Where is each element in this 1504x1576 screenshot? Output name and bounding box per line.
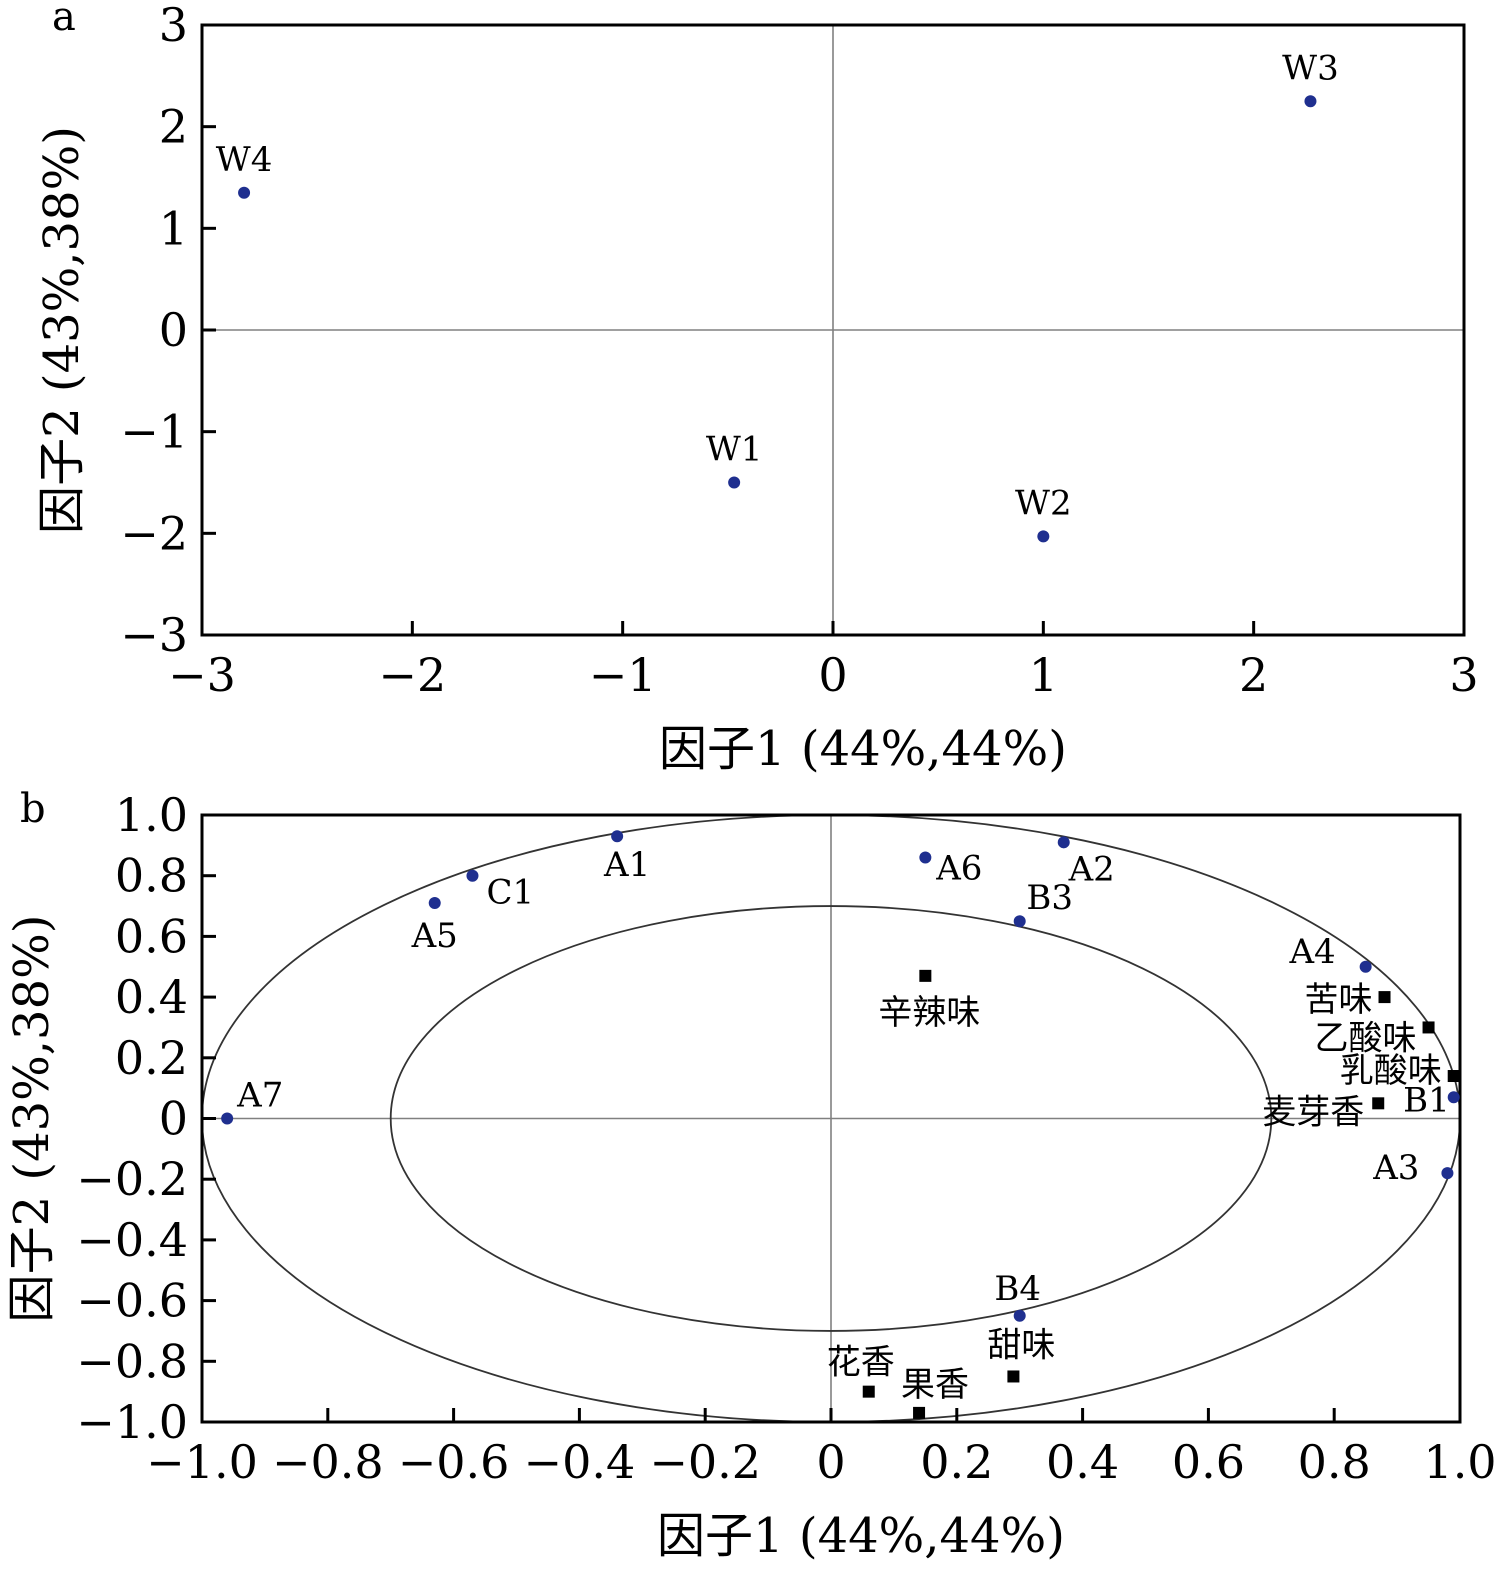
- panel-b-attribute-label: 果香: [901, 1365, 969, 1405]
- panel-a-point-label: W1: [706, 430, 763, 470]
- panel-b-point-label: A5: [411, 916, 458, 956]
- b-y-tick-label: 1.0: [115, 788, 188, 842]
- panel-a-point-w3: [1304, 95, 1317, 108]
- a-x-tick-label: −3: [168, 648, 236, 702]
- panel-b-point-a7: [221, 1112, 234, 1125]
- panel-b-attribute-label: 甜味: [987, 1325, 1055, 1365]
- panel-b-point-label: A6: [935, 848, 982, 888]
- panel-b-attribute-marker: [862, 1385, 875, 1398]
- panel-b-point-a5: [428, 897, 441, 910]
- a-x-tick-label: −2: [378, 648, 446, 702]
- panel-b-attribute-marker: [1372, 1097, 1385, 1110]
- panel-b-point-a4: [1359, 960, 1372, 973]
- b-y-tick-label: −0.8: [76, 1334, 188, 1388]
- b-y-tick-label: 0.2: [115, 1031, 188, 1085]
- a-x-tick-label: 3: [1449, 648, 1478, 702]
- panel-b-point-label: A1: [603, 845, 650, 885]
- b-y-tick-label: 0.8: [115, 849, 188, 903]
- panel-b-ticks: −1.0 −0.8 −0.6 −0.4 −0.2 0 0.2 0.4 0.6 0.8 1.01.00…: [76, 788, 1496, 1489]
- b-x-tick-label: −1.0: [146, 1435, 258, 1489]
- a-y-tick-label: 3: [159, 0, 188, 52]
- panel-a-point-w2: [1037, 530, 1050, 543]
- b-x-tick-label: 0.6: [1172, 1435, 1245, 1489]
- panel-b-attribute-label: 乙酸味: [1315, 1018, 1417, 1058]
- panel-b-point-label: C1: [486, 873, 534, 913]
- panel-b-y-axis-title: 因子2 (43%,38%): [4, 915, 60, 1323]
- panel-b-point-b1: [1447, 1091, 1460, 1104]
- panel-a-label: a: [52, 0, 76, 40]
- panel-a-x-axis-title: 因子1 (44%,44%): [659, 721, 1067, 777]
- panel-b-zero-lines: [202, 815, 1460, 1422]
- b-y-tick-label: −0.4: [76, 1213, 188, 1267]
- panel-a-point-label: W2: [1015, 483, 1072, 523]
- panel-b-point-label: A3: [1372, 1148, 1419, 1188]
- panel-b-attribute-label: 麦芽香: [1262, 1092, 1364, 1132]
- b-x-tick-label: 1.0: [1423, 1435, 1496, 1489]
- panel-b-attribute-marker: [1378, 991, 1391, 1004]
- panel-b-point-label: B1: [1403, 1080, 1450, 1120]
- panel-a-y-axis-title: 因子2 (43%,38%): [34, 126, 90, 534]
- panel-b-attribute-marker: [1422, 1021, 1435, 1034]
- panel-b-correlation-ellipse: [389, 905, 1273, 1332]
- b-x-tick-label: 0.8: [1298, 1435, 1371, 1489]
- panel-b-point-a6: [919, 851, 932, 864]
- b-y-tick-label: 0.6: [115, 909, 188, 963]
- panel-b-point-a2: [1057, 836, 1070, 849]
- b-y-tick-label: 0.4: [115, 970, 188, 1024]
- a-y-tick-label: 0: [159, 303, 188, 357]
- b-y-tick-label: 0: [159, 1092, 188, 1146]
- panel-b-label: b: [20, 786, 46, 832]
- panel-b-point-a1: [611, 830, 624, 843]
- panel-b-attribute-label: 苦味: [1305, 980, 1373, 1020]
- a-y-tick-label: −1: [120, 405, 188, 459]
- a-y-tick-label: 1: [159, 201, 188, 255]
- panel-b-point-label: B3: [1026, 878, 1073, 918]
- b-x-tick-label: −0.4: [524, 1435, 636, 1489]
- panel-b-x-axis-title: 因子1 (44%,44%): [657, 1508, 1065, 1564]
- panel-a-point-label: W4: [216, 140, 273, 180]
- b-y-tick-label: −1.0: [76, 1395, 188, 1449]
- panel-b-point-label: A7: [236, 1076, 283, 1116]
- panel-a-zero-lines: [202, 25, 1464, 635]
- panel-b-point-b4: [1013, 1309, 1026, 1322]
- panel-b-point-label: A4: [1288, 932, 1335, 972]
- panel-b-point-c1: [466, 869, 479, 882]
- panel-b-point-label: B4: [994, 1269, 1041, 1309]
- panel-b-point-a3: [1441, 1167, 1454, 1180]
- panel-a-point-label: W3: [1282, 48, 1339, 88]
- a-x-tick-label: 2: [1239, 648, 1268, 702]
- b-x-tick-label: −0.6: [398, 1435, 510, 1489]
- panel-b-point-b3: [1013, 915, 1026, 928]
- a-x-tick-label: 1: [1029, 648, 1058, 702]
- b-y-tick-label: −0.6: [76, 1274, 188, 1328]
- panel-b-attribute-marker: [1007, 1370, 1020, 1383]
- b-x-tick-label: −0.2: [649, 1435, 761, 1489]
- panel-b-attribute-label: 辛辣味: [878, 993, 980, 1033]
- panel-b-attribute-marker: [1447, 1070, 1460, 1083]
- b-y-tick-label: −0.2: [76, 1152, 188, 1206]
- panel-b-attribute-label: 花香: [827, 1343, 895, 1383]
- panel-b-attribute-label: 乳酸味: [1340, 1051, 1442, 1091]
- b-x-tick-label: 0.2: [920, 1435, 993, 1489]
- a-x-tick-label: 0: [818, 648, 847, 702]
- a-x-tick-label: −1: [589, 648, 657, 702]
- b-x-tick-label: 0.4: [1046, 1435, 1119, 1489]
- a-y-tick-label: 2: [159, 100, 188, 154]
- a-y-tick-label: −2: [120, 506, 188, 560]
- panel-a-point-w4: [238, 186, 251, 199]
- panel-b: b −1.0 −0.8 −0.6 −0.4 −0.2 0 0.2 0.4 0.6 0.8 1.01.…: [4, 786, 1497, 1564]
- b-x-tick-label: −0.8: [272, 1435, 384, 1489]
- panel-b-attribute-marker: [919, 969, 932, 982]
- panel-a-ticks: −3 −2 −1 0 1 2 3 3 2 1 0 −1 −2 −3: [120, 0, 1478, 702]
- a-y-tick-label: −3: [120, 608, 188, 662]
- panel-b-attribute-marker: [913, 1406, 926, 1419]
- b-x-tick-label: 0: [816, 1435, 845, 1489]
- panel-a-point-w1: [728, 476, 741, 489]
- panel-b-point-label: A2: [1068, 849, 1115, 889]
- panel-a: a −3 −2 −1 0 1 2 3 3 2 1 0 −1 −2 −3 W1 W2 W3 W4 因子1 (44%…: [34, 0, 1479, 777]
- panel-a-points: W1 W2 W3 W4: [216, 48, 1339, 543]
